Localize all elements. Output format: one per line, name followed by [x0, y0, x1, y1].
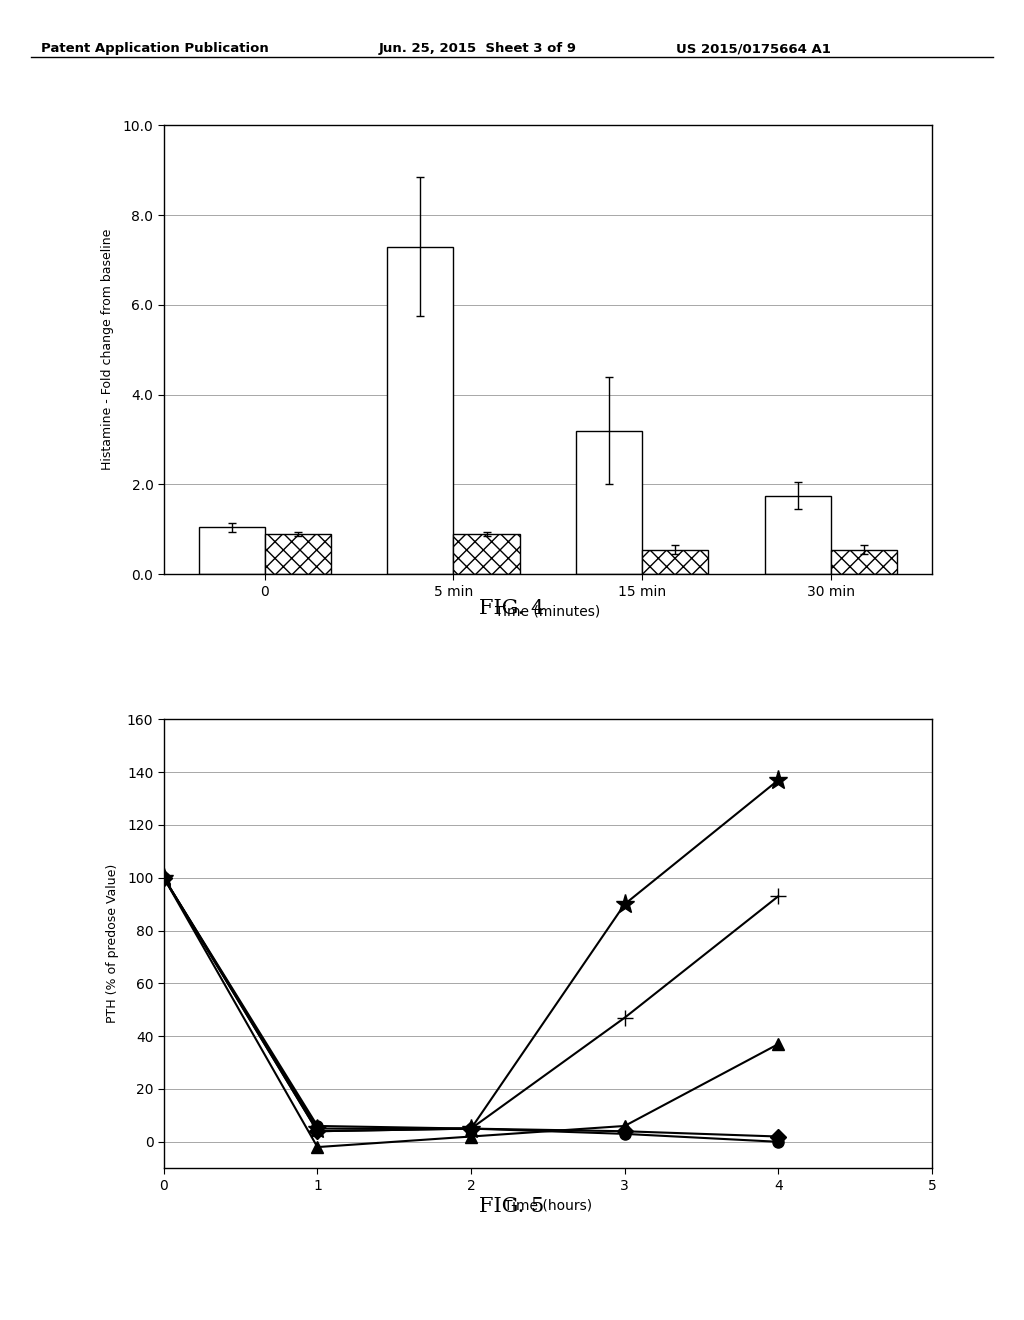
- Bar: [765, 495, 830, 574]
- Text: US 2015/0175664 A1: US 2015/0175664 A1: [676, 42, 830, 55]
- Bar: [199, 527, 265, 574]
- Bar: [830, 549, 897, 574]
- Text: Jun. 25, 2015  Sheet 3 of 9: Jun. 25, 2015 Sheet 3 of 9: [379, 42, 577, 55]
- X-axis label: Time (hours): Time (hours): [504, 1199, 592, 1212]
- Text: Patent Application Publication: Patent Application Publication: [41, 42, 268, 55]
- Text: FIG. 4: FIG. 4: [479, 599, 545, 618]
- Bar: [642, 549, 709, 574]
- Bar: [387, 247, 454, 574]
- Bar: [454, 533, 519, 574]
- Bar: [265, 533, 331, 574]
- Bar: [577, 430, 642, 574]
- Y-axis label: Histamine - Fold change from baseline: Histamine - Fold change from baseline: [101, 230, 115, 470]
- Text: FIG. 5: FIG. 5: [479, 1197, 545, 1216]
- Y-axis label: PTH (% of predose Value): PTH (% of predose Value): [105, 865, 119, 1023]
- X-axis label: Time (minutes): Time (minutes): [496, 605, 600, 618]
